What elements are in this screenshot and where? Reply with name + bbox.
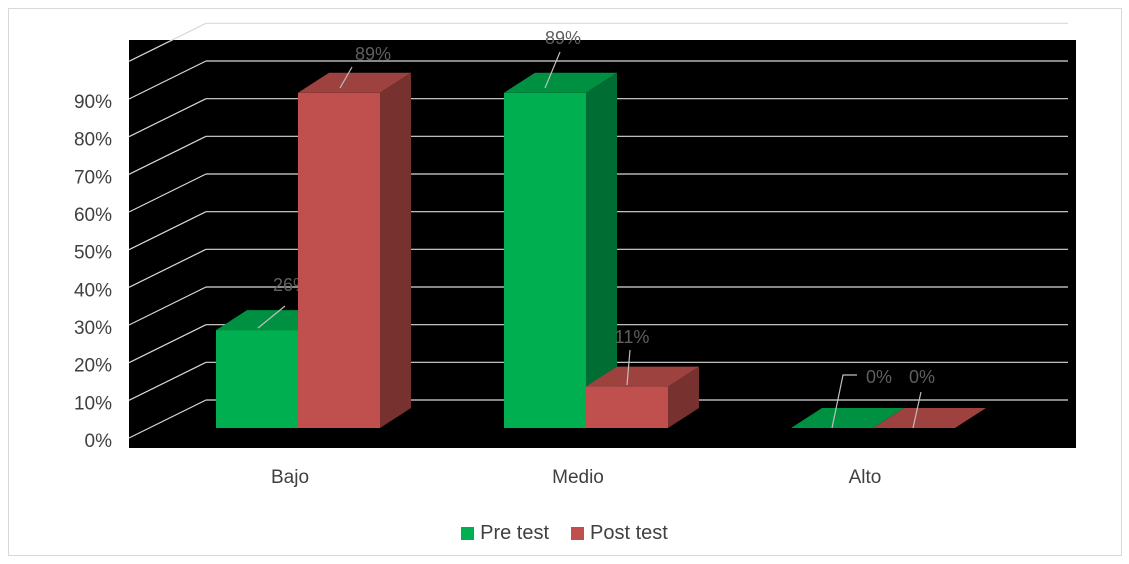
bar-top — [873, 408, 986, 428]
y-tick-label: 50% — [74, 243, 112, 264]
x-tick-label: Alto — [849, 467, 882, 488]
y-tick-label: 20% — [74, 356, 112, 377]
bar-top — [298, 72, 411, 93]
leader-line — [831, 374, 857, 429]
gridline-side — [128, 324, 207, 364]
leader-line — [912, 391, 922, 429]
data-label: 0% — [866, 367, 892, 387]
data-label: 89% — [355, 44, 391, 64]
data-label: 0% — [909, 367, 935, 387]
bar-medio-pre-test — [504, 92, 586, 429]
bar-side — [668, 366, 699, 428]
gridline-side — [128, 286, 207, 326]
legend-swatch-pre-test — [461, 526, 475, 540]
y-tick-label: 80% — [74, 130, 112, 151]
x-tick-label: Medio — [552, 467, 604, 488]
leader-line — [339, 66, 353, 89]
bar-bajo-pre-test — [216, 330, 298, 428]
data-label: 89% — [545, 28, 581, 48]
leader-line — [544, 51, 561, 89]
bar-medio-post-test — [586, 386, 668, 428]
x-tick-label: Bajo — [271, 467, 309, 488]
gridline-side — [128, 173, 207, 213]
y-tick-label: 90% — [74, 92, 112, 113]
gridline-side — [128, 399, 207, 439]
bar-top — [504, 72, 617, 93]
leader-line — [257, 305, 286, 329]
gridline-side — [128, 248, 207, 288]
gridline-side — [128, 98, 207, 138]
data-label: 11% — [615, 327, 650, 347]
bar-side — [380, 72, 411, 429]
gridline-side — [128, 60, 207, 100]
legend-swatch-post-test — [571, 526, 585, 540]
bar-top — [586, 366, 699, 387]
y-tick-label: 10% — [74, 393, 112, 414]
bar-side — [586, 72, 617, 429]
legend: Pre test Post test — [0, 519, 1129, 547]
legend-item-pre-test: Pre test — [461, 522, 549, 545]
bar-top — [791, 408, 904, 428]
y-tick-label: 30% — [74, 318, 112, 339]
gridline-side — [128, 211, 207, 251]
legend-label-post-test: Post test — [590, 521, 668, 544]
gridline-side — [128, 135, 207, 175]
y-tick-label: 70% — [74, 167, 112, 188]
leader-line — [626, 349, 631, 386]
y-tick-label: 60% — [74, 205, 112, 226]
gridline-side — [128, 22, 207, 62]
gridline-side — [128, 361, 207, 401]
bar-bajo-post-test — [298, 92, 380, 429]
y-tick-label: 40% — [74, 280, 112, 301]
legend-item-post-test: Post test — [571, 522, 668, 545]
legend-label-pre-test: Pre test — [480, 521, 550, 544]
bar-chart: 0%10%20%30%40%50%60%70%80%90%26%89%Bajo8… — [74, 22, 1076, 488]
y-tick-label: 0% — [85, 431, 113, 452]
